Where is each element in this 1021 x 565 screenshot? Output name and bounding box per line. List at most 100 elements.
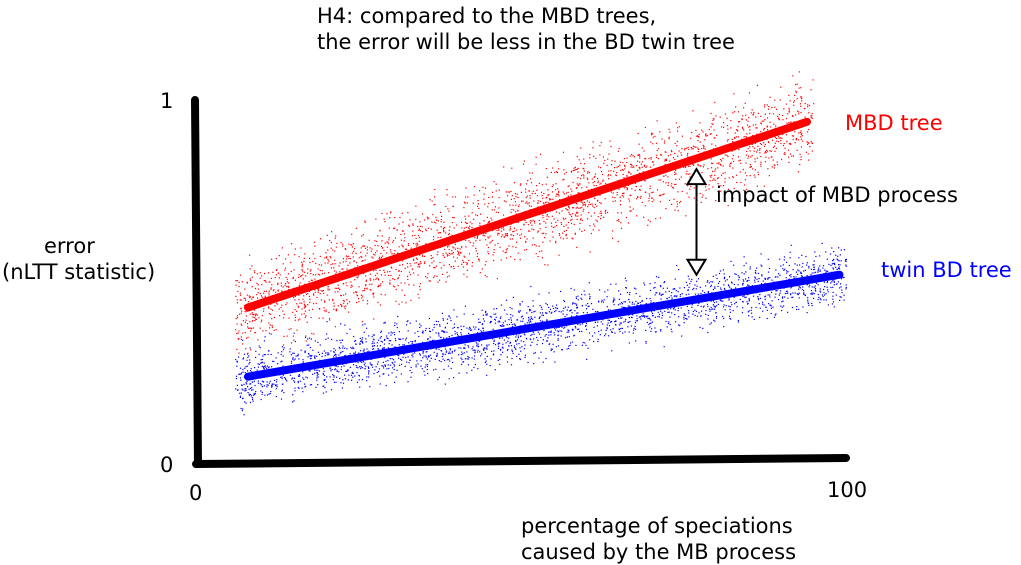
scatter-point (617, 165, 619, 168)
scatter-point (605, 183, 607, 185)
scatter-point (639, 301, 641, 304)
scatter-point (248, 388, 250, 390)
scatter-point (491, 350, 493, 352)
scatter-point (780, 265, 782, 267)
scatter-point (577, 299, 579, 301)
scatter-point (272, 271, 274, 273)
scatter-point (723, 276, 726, 278)
scatter-point (810, 290, 813, 292)
scatter-point (739, 298, 741, 300)
scatter-point (769, 121, 771, 123)
scatter-point (290, 270, 292, 272)
scatter-point (346, 268, 348, 270)
scatter-point (830, 286, 832, 289)
scatter-point (336, 287, 338, 289)
scatter-point (499, 246, 501, 248)
scatter-point (602, 301, 604, 303)
scatter-point (330, 263, 332, 266)
scatter-point (473, 194, 475, 196)
scatter-point (838, 260, 840, 262)
scatter-point (505, 201, 507, 203)
scatter-point (770, 312, 772, 315)
scatter-point (575, 202, 577, 205)
scatter-point (442, 318, 444, 320)
scatter-point (497, 343, 499, 345)
scatter-point (485, 310, 487, 312)
scatter-point (245, 402, 247, 404)
scatter-point (282, 355, 284, 357)
scatter-point (435, 216, 437, 218)
scatter-point (543, 220, 545, 223)
scatter-point (557, 188, 559, 190)
scatter-point (281, 360, 283, 362)
scatter-point (263, 292, 265, 294)
scatter-point (764, 282, 766, 284)
scatter-point (323, 292, 325, 294)
scatter-point (806, 262, 808, 264)
scatter-point (691, 278, 693, 280)
scatter-point (577, 212, 579, 214)
scatter-point (775, 313, 777, 315)
scatter-point (434, 203, 436, 206)
scatter-point (428, 355, 430, 357)
scatter-point (754, 277, 756, 279)
scatter-point (572, 329, 574, 331)
scatter-point (608, 174, 610, 176)
scatter-point (723, 287, 726, 290)
scatter-point (493, 342, 495, 345)
scatter-point (505, 191, 507, 193)
scatter-point (344, 308, 346, 310)
scatter-point (779, 290, 782, 292)
scatter-point (508, 319, 510, 321)
scatter-point (654, 294, 656, 296)
scatter-point (719, 270, 721, 272)
scatter-point (366, 327, 368, 329)
scatter-point (493, 259, 495, 262)
scatter-point (497, 321, 499, 323)
scatter-point (662, 181, 664, 183)
scatter-point (803, 292, 805, 294)
scatter-point (560, 237, 562, 239)
scatter-point (605, 333, 607, 335)
scatter-point (733, 93, 735, 95)
scatter-point (586, 312, 588, 314)
scatter-point (616, 220, 618, 222)
scatter-point (715, 317, 718, 319)
scatter-point (472, 242, 475, 244)
scatter-point (245, 388, 247, 390)
scatter-point (612, 300, 614, 302)
scatter-point (524, 236, 526, 238)
scatter-point (394, 346, 396, 348)
scatter-point (451, 334, 453, 337)
scatter-point (650, 300, 652, 302)
scatter-point (257, 339, 259, 341)
scatter-point (430, 354, 432, 356)
scatter-point (453, 267, 455, 270)
scatter-point (302, 274, 304, 276)
scatter-point (748, 155, 750, 157)
scatter-point (509, 238, 511, 240)
scatter-point (619, 164, 621, 166)
scatter-point (415, 366, 417, 368)
scatter-point (649, 317, 651, 319)
scatter-point (630, 210, 632, 212)
scatter-point (400, 270, 402, 273)
scatter-point (819, 269, 821, 271)
scatter-point (672, 186, 674, 188)
scatter-point (525, 241, 527, 243)
scatter-point (799, 132, 801, 134)
scatter-point (272, 309, 274, 311)
scatter-point (334, 365, 336, 367)
scatter-point (290, 243, 293, 245)
scatter-point (796, 83, 798, 85)
scatter-point (358, 379, 360, 381)
scatter-point (415, 364, 417, 366)
scatter-point (370, 364, 372, 366)
scatter-point (427, 372, 429, 375)
scatter-point (464, 202, 466, 204)
scatter-point (741, 118, 743, 120)
scatter-point (685, 166, 687, 168)
scatter-point (433, 204, 435, 206)
scatter-point (581, 293, 583, 296)
scatter-point (294, 316, 297, 319)
